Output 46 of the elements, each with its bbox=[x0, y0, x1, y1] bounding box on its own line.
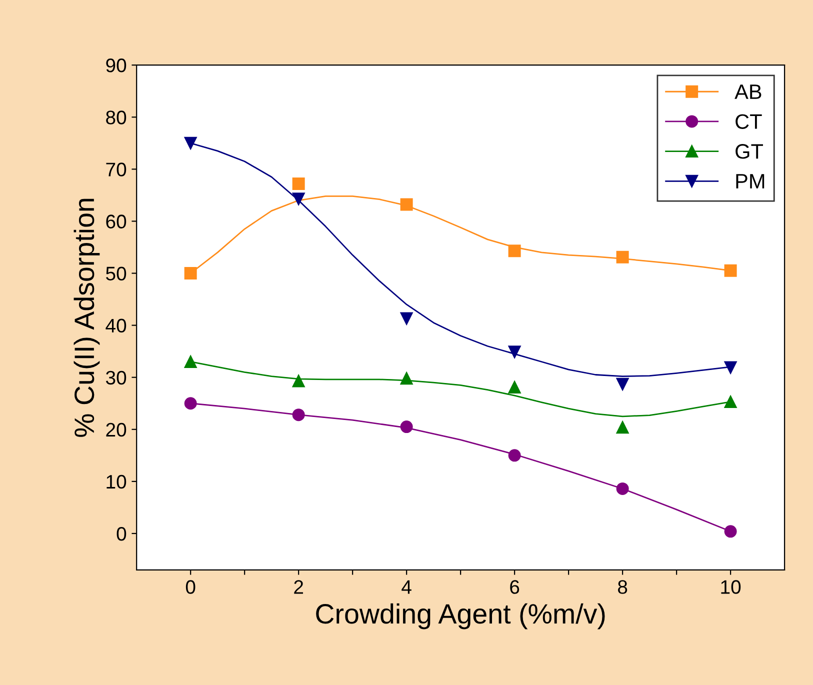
x-tick-label: 6 bbox=[510, 580, 520, 594]
point bbox=[400, 198, 413, 211]
legend-label: PM bbox=[736, 174, 764, 188]
point bbox=[184, 355, 197, 368]
y-tick-label: 70 bbox=[106, 162, 126, 176]
y-tick-label: 20 bbox=[106, 422, 126, 437]
point bbox=[292, 374, 305, 388]
point bbox=[184, 397, 197, 410]
point bbox=[400, 420, 413, 434]
y-tick-label: 40 bbox=[106, 318, 126, 333]
y-tick-label: 30 bbox=[106, 370, 126, 385]
point bbox=[292, 177, 305, 190]
point bbox=[616, 421, 629, 434]
x-tick-label: 0 bbox=[186, 580, 196, 594]
point bbox=[400, 312, 413, 325]
x-axis-title: Crowding Agent (%m/v) bbox=[316, 603, 605, 630]
point bbox=[184, 136, 197, 150]
y-tick-label: 80 bbox=[106, 110, 126, 124]
x-tick-label: 10 bbox=[721, 580, 741, 594]
point bbox=[184, 267, 197, 280]
point bbox=[724, 396, 737, 408]
point bbox=[292, 408, 305, 422]
y-tick-label: 10 bbox=[106, 474, 126, 489]
point bbox=[724, 361, 737, 374]
point bbox=[508, 449, 521, 462]
y-tick-label: 60 bbox=[106, 214, 126, 228]
legend-label: GT bbox=[736, 144, 763, 159]
legend-label: CT bbox=[736, 114, 762, 129]
y-tick-label: 90 bbox=[106, 58, 126, 72]
point bbox=[616, 482, 629, 495]
x-tick-label: 2 bbox=[294, 580, 304, 594]
point bbox=[616, 378, 629, 390]
point bbox=[724, 525, 737, 538]
point bbox=[292, 192, 305, 206]
point bbox=[508, 244, 521, 258]
x-tick-label: 4 bbox=[402, 580, 412, 594]
point bbox=[508, 346, 521, 358]
point bbox=[616, 250, 629, 264]
point bbox=[508, 380, 521, 394]
point bbox=[400, 372, 413, 385]
y-tick-label: 0 bbox=[116, 526, 126, 541]
y-axis-title: % Cu(II) Adsorption bbox=[74, 198, 100, 437]
x-tick-label: 8 bbox=[618, 580, 628, 594]
legend-label: AB bbox=[734, 84, 762, 99]
point bbox=[724, 264, 737, 277]
y-tick-label: 50 bbox=[106, 266, 126, 280]
